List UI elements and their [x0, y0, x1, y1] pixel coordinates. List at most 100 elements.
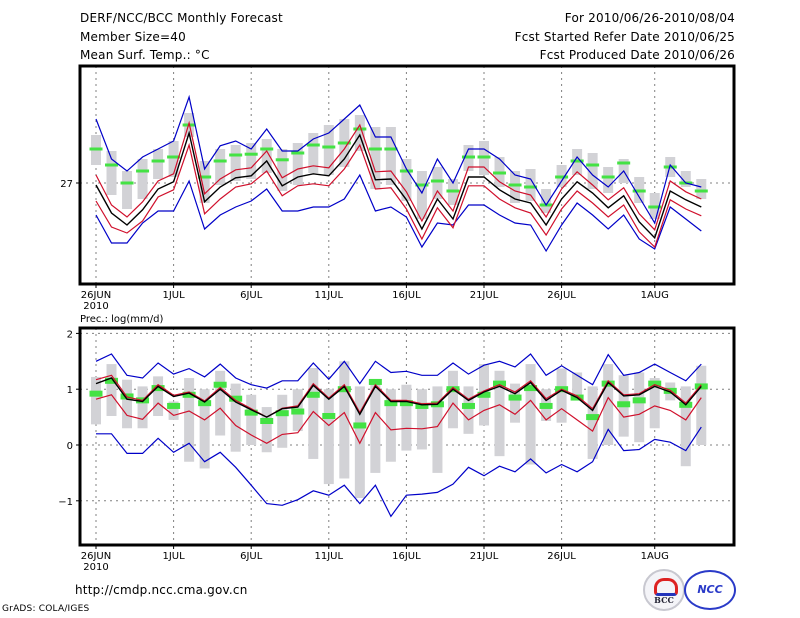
temp-spread-box: [230, 145, 241, 181]
prec-y-tick-label: 1: [67, 385, 73, 396]
prec-spread-box: [215, 370, 226, 436]
prec-y-tick-label: 0: [67, 441, 73, 452]
temp-observed-marker: [617, 161, 631, 165]
prec-observed-marker: [213, 381, 227, 388]
temp-observed-marker: [415, 183, 429, 187]
temp-spread-box: [385, 127, 396, 185]
temp-x-tick-label: 26JUL: [547, 290, 576, 301]
prec-observed-marker: [198, 400, 212, 407]
temp-lower-inner-line: [95, 142, 702, 249]
prec-upper-inner-line: [95, 374, 702, 418]
temp-spread-box: [354, 115, 365, 151]
temp-observed-marker: [555, 175, 569, 179]
prec-y-tick-label: −1: [58, 497, 73, 508]
prec-spread-box: [401, 384, 412, 451]
prec-spread-box: [447, 370, 458, 429]
temp-spread-box: [541, 189, 552, 213]
temp-spread-box: [106, 151, 117, 195]
temp-spread-box: [261, 139, 272, 173]
chart-title: DERF/NCC/BCC Monthly Forecast: [80, 11, 283, 25]
member-size-label: Member Size=40: [80, 30, 186, 44]
prec-spread-box: [91, 376, 101, 425]
prec-observed-marker: [105, 377, 119, 384]
prec-x-tick-label: 26JUL: [547, 551, 576, 562]
forecast-started-date: Fcst Started Refer Date 2010/06/25: [514, 30, 735, 44]
source-url[interactable]: http://cmdp.ncc.cma.gov.cn: [75, 583, 248, 597]
prec-observed-marker: [399, 400, 413, 407]
prec-panel-title: Prec.: log(mm/d): [80, 314, 163, 325]
temp-upper-inner-line: [95, 120, 702, 231]
grads-credit: GrADS: COLA/IGES: [2, 604, 90, 614]
prec-ensemble-mean-line: [95, 377, 702, 418]
temp-observed-marker: [384, 147, 398, 151]
prec-spread-box: [525, 364, 536, 465]
temp-observed-marker: [105, 163, 119, 167]
temp-observed-marker: [632, 189, 646, 193]
prec-observed-marker: [384, 400, 398, 407]
prec-upper-outer-line: [95, 353, 702, 389]
prec-spread-box: [153, 376, 164, 416]
temp-x-tick-label: 1JUL: [162, 290, 185, 301]
temp-spread-box: [137, 159, 148, 199]
temp-spread-box: [199, 161, 210, 203]
temp-spread-box: [308, 133, 319, 173]
prec-observed-marker: [524, 385, 538, 392]
prec-observed-marker: [415, 402, 429, 409]
temp-observed-marker: [337, 141, 351, 145]
temp-observed-marker: [198, 175, 212, 179]
prec-spread-box: [184, 378, 195, 462]
prec-panel: 26JUN 1JUL 6JUL 11JUL 16JUL 21JUL 26JUL 1AUG201…: [58, 314, 736, 573]
temp-observed-marker: [368, 147, 382, 151]
prec-observed-marker: [337, 386, 351, 393]
temp-spread-box: [401, 159, 412, 201]
temp-observed-marker: [493, 171, 507, 175]
temp-x-year-label: 2010: [83, 301, 108, 312]
prec-x-tick-label: 26JUN: [81, 551, 111, 562]
temp-spread-box: [215, 149, 226, 185]
temp-spread-box: [696, 179, 707, 199]
temp-observed-marker: [524, 185, 538, 189]
temp-spread-box: [680, 171, 691, 187]
temp-spread-box: [153, 149, 164, 179]
temp-observed-marker: [260, 147, 274, 151]
prec-spread-box: [230, 383, 241, 452]
prec-spread-box: [168, 401, 179, 420]
temp-observed-marker: [229, 153, 243, 157]
prec-spread-box: [277, 394, 288, 448]
prec-observed-marker: [89, 390, 103, 397]
prec-observed-marker: [368, 378, 382, 385]
prec-observed-marker: [648, 380, 662, 387]
temp-spread-box: [370, 127, 381, 189]
prec-frame: [78, 326, 736, 547]
temp-observed-marker: [322, 145, 336, 149]
prec-spread-box: [432, 386, 443, 473]
prec-x-tick-label: 21JUL: [470, 551, 499, 562]
temp-x-tick-label: 26JUN: [81, 290, 111, 301]
temp-observed-marker: [244, 152, 258, 156]
temp-x-tick-label: 21JUL: [470, 290, 499, 301]
temp-frame: [78, 64, 736, 286]
prec-spread-box: [649, 378, 660, 429]
prec-x-tick-label: 6JUL: [240, 551, 263, 562]
prec-observed-marker: [632, 397, 646, 404]
temp-observed-marker: [353, 127, 367, 131]
temp-observed-marker: [477, 155, 491, 159]
prec-spread-box: [385, 389, 396, 462]
prec-spread-box: [122, 379, 133, 429]
prec-x-tick-label: 1AUG: [641, 551, 669, 562]
prec-x-tick-label: 11JUL: [315, 551, 344, 562]
temp-x-tick-label: 16JUL: [392, 290, 421, 301]
temp-observed-marker: [508, 183, 522, 187]
temp-x-tick-label: 1AUG: [641, 290, 669, 301]
bcc-logo-text: BCC: [654, 595, 674, 605]
temp-ensemble-mean-line: [95, 130, 702, 240]
prec-spread-box: [680, 386, 691, 467]
temp-panel: 26JUN 1JUL 6JUL 11JUL 16JUL 21JUL 26JUL 1AUG 201…: [60, 64, 736, 312]
prec-x-tick-label: 16JUL: [392, 551, 421, 562]
temp-observed-marker: [89, 147, 103, 151]
temp-observed-marker: [694, 189, 708, 193]
temp-spread-box: [122, 171, 133, 209]
temp-spread-box: [277, 149, 288, 191]
temp-spread-box: [603, 167, 614, 193]
